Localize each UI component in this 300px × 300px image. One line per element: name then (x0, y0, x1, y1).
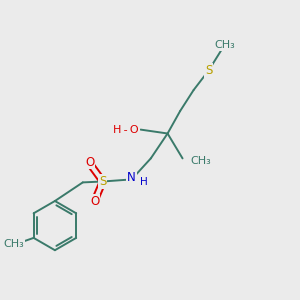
Text: O: O (90, 195, 99, 208)
Text: H - O: H - O (113, 124, 139, 135)
Text: O: O (85, 155, 94, 169)
Text: CH₃: CH₃ (190, 156, 211, 167)
Text: CH₃: CH₃ (215, 40, 236, 50)
Text: S: S (99, 175, 106, 188)
Text: CH₃: CH₃ (3, 239, 24, 249)
Text: N: N (127, 171, 136, 184)
Text: S: S (205, 64, 212, 77)
Text: H: H (140, 177, 148, 187)
